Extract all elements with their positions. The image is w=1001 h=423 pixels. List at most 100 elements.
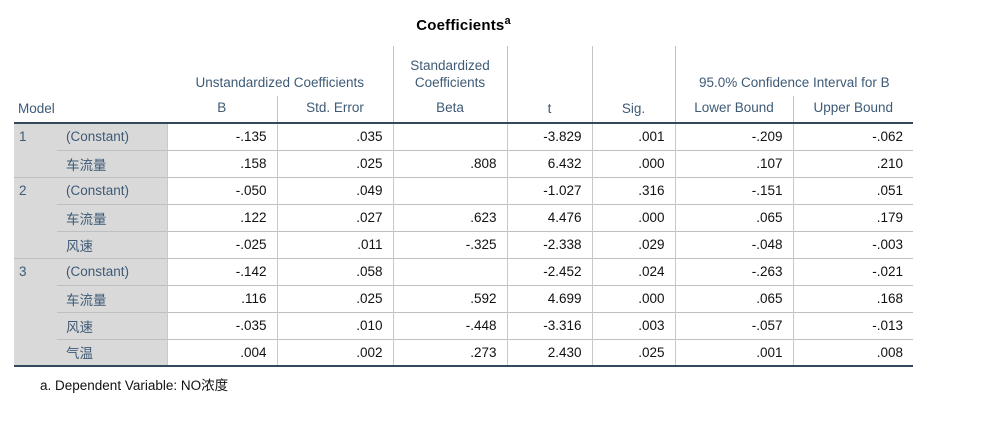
beta-cell xyxy=(392,176,508,204)
table-row: 风速 -.035 .010 -.448 -3.316 .003 -.057 -.… xyxy=(14,311,914,339)
upper-bound-cell: .008 xyxy=(792,338,914,367)
lower-bound-cell: -.209 xyxy=(674,123,794,150)
upper-bound-cell: .210 xyxy=(792,149,914,177)
table-footnote: a. Dependent Variable: NO浓度 xyxy=(40,378,229,393)
std-error-cell: .011 xyxy=(276,230,394,258)
beta-cell: -.325 xyxy=(392,230,508,258)
lower-bound-cell: -.263 xyxy=(674,257,794,285)
b-cell: .158 xyxy=(166,149,277,177)
column-group-confidence-interval: 95.0% Confidence Interval for B xyxy=(674,46,914,96)
t-cell: 2.430 xyxy=(506,338,593,367)
variable-cell: 气温 xyxy=(57,338,167,367)
table-row: 1 (Constant) -.135 .035 -3.829 .001 -.20… xyxy=(14,123,914,177)
table-row: 车流量 .122 .027 .623 4.476 .000 .065 .179 xyxy=(14,203,914,231)
std-error-cell: .002 xyxy=(276,338,394,367)
t-cell: 6.432 xyxy=(506,149,593,177)
column-header-upper-bound: Upper Bound xyxy=(792,96,914,124)
b-cell: .116 xyxy=(166,284,277,312)
beta-cell: -.448 xyxy=(392,311,508,339)
table-row: 车流量 .158 .025 .808 6.432 .000 .107 .210 xyxy=(14,149,914,177)
column-group-standardized: Standardized Coefficients xyxy=(392,46,508,96)
beta-cell: .592 xyxy=(392,284,508,312)
variable-cell: (Constant) xyxy=(57,176,167,204)
beta-cell: .623 xyxy=(392,203,508,231)
beta-cell xyxy=(392,123,508,150)
beta-cell xyxy=(392,257,508,285)
column-header-model: Model xyxy=(14,46,167,124)
t-cell: 4.699 xyxy=(506,284,593,312)
sig-cell: .000 xyxy=(591,284,676,312)
table-row: 车流量 .116 .025 .592 4.699 .000 .065 .168 xyxy=(14,284,914,312)
b-cell: -.050 xyxy=(166,176,277,204)
lower-bound-cell: -.057 xyxy=(674,311,794,339)
column-group-unstandardized: Unstandardized Coefficients xyxy=(195,75,365,91)
sig-cell: .000 xyxy=(591,149,676,177)
model-number-cell: 3 xyxy=(14,257,57,367)
sig-cell: .025 xyxy=(591,338,676,367)
std-error-cell: .049 xyxy=(276,176,394,204)
variable-cell: 车流量 xyxy=(57,149,167,177)
lower-bound-cell: -.151 xyxy=(674,176,794,204)
lower-bound-cell: .107 xyxy=(674,149,794,177)
upper-bound-cell: -.013 xyxy=(792,311,914,339)
table-row: 气温 .004 .002 .273 2.430 .025 .001 .008 xyxy=(14,338,914,367)
column-header-t: t xyxy=(506,46,593,124)
coefficients-table: Model Unstandardized Coefficients Standa… xyxy=(14,46,914,367)
t-cell: -2.338 xyxy=(506,230,593,258)
upper-bound-cell: -.021 xyxy=(792,257,914,285)
upper-bound-cell: -.062 xyxy=(792,123,914,150)
lower-bound-cell: .065 xyxy=(674,203,794,231)
upper-bound-cell: .168 xyxy=(792,284,914,312)
model-number-cell: 2 xyxy=(14,176,57,258)
model-number-cell: 1 xyxy=(14,123,57,177)
b-cell: -.142 xyxy=(166,257,277,285)
lower-bound-cell: .065 xyxy=(674,284,794,312)
sig-cell: .316 xyxy=(591,176,676,204)
variable-cell: 车流量 xyxy=(57,284,167,312)
std-error-cell: .027 xyxy=(276,203,394,231)
table-title-text: Coefficients xyxy=(416,17,505,34)
b-cell: .122 xyxy=(166,203,277,231)
t-cell: -2.452 xyxy=(506,257,593,285)
column-header-beta: Beta xyxy=(392,96,508,124)
lower-bound-cell: -.048 xyxy=(674,230,794,258)
table-title: Coefficientsa xyxy=(14,15,913,34)
column-header-sig: Sig. xyxy=(591,46,676,124)
t-cell: -1.027 xyxy=(506,176,593,204)
variable-cell: (Constant) xyxy=(57,123,167,150)
t-cell: -3.316 xyxy=(506,311,593,339)
std-error-cell: .058 xyxy=(276,257,394,285)
upper-bound-cell: -.003 xyxy=(792,230,914,258)
table-row: 2 (Constant) -.050 .049 -1.027 .316 -.15… xyxy=(14,176,914,258)
column-header-lower-bound: Lower Bound xyxy=(674,96,794,124)
std-error-cell: .025 xyxy=(276,149,394,177)
table-title-footnote-marker: a xyxy=(504,15,511,27)
beta-cell: .808 xyxy=(392,149,508,177)
column-header-std-error: Std. Error xyxy=(276,96,394,124)
variable-cell: 车流量 xyxy=(57,203,167,231)
std-error-cell: .035 xyxy=(276,123,394,150)
table-row: 风速 -.025 .011 -.325 -2.338 .029 -.048 -.… xyxy=(14,230,914,258)
column-header-b: B xyxy=(167,96,277,124)
upper-bound-cell: .051 xyxy=(792,176,914,204)
sig-cell: .001 xyxy=(591,123,676,150)
b-cell: .004 xyxy=(166,338,277,367)
lower-bound-cell: .001 xyxy=(674,338,794,367)
sig-cell: .024 xyxy=(591,257,676,285)
std-error-cell: .010 xyxy=(276,311,394,339)
sig-cell: .000 xyxy=(591,203,676,231)
table-row: 3 (Constant) -.142 .058 -2.452 .024 -.26… xyxy=(14,257,914,367)
variable-cell: 风速 xyxy=(57,230,167,258)
b-cell: -.035 xyxy=(166,311,277,339)
t-cell: 4.476 xyxy=(506,203,593,231)
sig-cell: .029 xyxy=(591,230,676,258)
variable-cell: 风速 xyxy=(57,311,167,339)
variable-cell: (Constant) xyxy=(57,257,167,285)
b-cell: -.135 xyxy=(166,123,277,150)
std-error-cell: .025 xyxy=(276,284,394,312)
sig-cell: .003 xyxy=(591,311,676,339)
b-cell: -.025 xyxy=(166,230,277,258)
beta-cell: .273 xyxy=(392,338,508,367)
t-cell: -3.829 xyxy=(506,123,593,150)
